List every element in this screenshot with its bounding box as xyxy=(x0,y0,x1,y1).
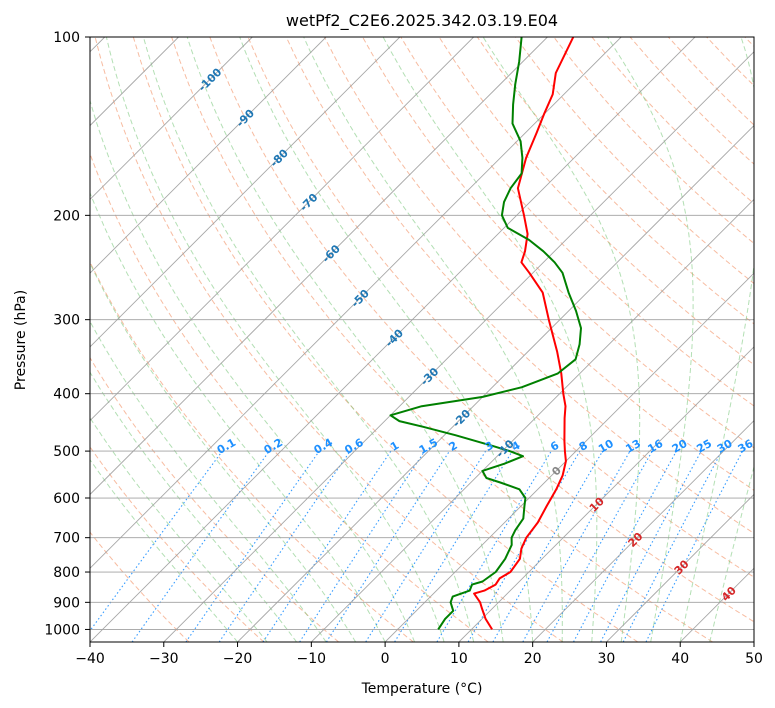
x-tick-label: −20 xyxy=(223,651,253,667)
moist-adiabat xyxy=(482,37,641,642)
isotherm xyxy=(90,37,253,200)
mixing-ratio-line xyxy=(436,450,552,642)
moist-adiabat xyxy=(105,37,445,642)
dry-adiabat xyxy=(94,37,564,642)
mixing-ratio-line xyxy=(600,450,702,642)
x-tick-label: 20 xyxy=(524,651,542,667)
y-tick-label: 200 xyxy=(53,208,80,224)
mixing-ratio-line xyxy=(262,450,392,642)
moist-adiabat xyxy=(239,37,534,642)
moist-adiabat xyxy=(90,320,327,642)
dry-adiabat xyxy=(362,37,754,449)
isotherm xyxy=(384,272,754,642)
mixing-ratio-line xyxy=(546,450,653,642)
isotherm xyxy=(606,493,754,642)
isotherm xyxy=(90,37,548,496)
moist-adiabat xyxy=(90,458,238,642)
mixing-ratio-line xyxy=(492,450,604,642)
chart-title: wetPf2_C2E6.2025.342.03.19.E04 xyxy=(286,11,558,31)
mixing-ratio-line xyxy=(185,450,320,642)
moist-adiabat xyxy=(142,37,475,642)
isotherm xyxy=(90,37,622,569)
y-tick-label: 1000 xyxy=(44,622,80,638)
x-tick-label: 40 xyxy=(671,651,689,667)
x-tick-label: −40 xyxy=(75,651,105,667)
mixing-ratio-line xyxy=(90,450,223,632)
mixing-ratio-line xyxy=(645,450,743,642)
moist-adiabat xyxy=(709,465,754,642)
x-tick-label: 30 xyxy=(598,651,616,667)
moist-adiabat xyxy=(186,37,504,642)
isotherm xyxy=(90,37,696,642)
isotherm xyxy=(237,124,754,642)
y-axis-label: Pressure (hPa) xyxy=(13,290,29,390)
x-axis-label: Temperature (°C) xyxy=(361,681,483,697)
y-axis-ticks: 100 200 300 400 500 600 700 800 900 1000 xyxy=(44,30,90,638)
y-tick-label: 800 xyxy=(53,565,80,581)
y-tick-label: 700 xyxy=(53,531,80,547)
moist-adiabat xyxy=(382,37,598,642)
isotherm xyxy=(90,37,474,422)
isotherm xyxy=(90,37,401,348)
moist-adiabat xyxy=(607,37,694,642)
mixing-ratio-line xyxy=(131,450,270,642)
isotherm xyxy=(90,37,327,274)
moist-adiabat xyxy=(303,37,563,642)
x-tick-label: −30 xyxy=(149,651,179,667)
temperature-profile xyxy=(473,37,575,630)
y-tick-label: 600 xyxy=(53,491,80,507)
plot-area: -100-90-80-70-60-50-40-30-20-10010203040… xyxy=(90,37,756,642)
isotherm xyxy=(458,346,754,642)
dry-adiabat xyxy=(515,37,754,285)
isotherm xyxy=(532,420,754,642)
dry-adiabat xyxy=(171,37,713,642)
y-tick-label: 900 xyxy=(53,595,80,611)
moist-adiabat xyxy=(90,191,386,642)
isobars xyxy=(90,37,754,630)
x-tick-label: 50 xyxy=(745,651,763,667)
x-tick-label: 10 xyxy=(450,651,468,667)
dry-adiabat xyxy=(438,37,754,366)
y-tick-label: 100 xyxy=(53,30,80,46)
dry-adiabat xyxy=(209,37,754,623)
mixing-ratio-line xyxy=(325,450,450,642)
dry-adiabat xyxy=(90,446,265,642)
dry-adiabat xyxy=(323,37,754,491)
isotherm xyxy=(311,198,754,642)
plot-frame xyxy=(89,36,755,643)
y-tick-label: 300 xyxy=(53,313,80,329)
mixing-ratio-line xyxy=(573,450,677,642)
isotherm xyxy=(163,51,754,642)
moist-adiabat xyxy=(679,37,754,642)
y-tick-label: 500 xyxy=(53,444,80,460)
dry-adiabat xyxy=(90,531,190,642)
moist-adiabat xyxy=(90,262,357,642)
moist-adiabats xyxy=(90,37,754,642)
dewpoint-profile xyxy=(389,37,582,630)
mixing-ratio-line xyxy=(299,450,426,642)
mixing-ratio-label: 36 xyxy=(736,437,756,456)
y-tick-label: 400 xyxy=(53,387,80,403)
dry-adiabat xyxy=(90,152,489,642)
dry-adiabat xyxy=(132,37,639,642)
x-tick-label: −10 xyxy=(297,651,327,667)
moist-adiabat xyxy=(90,416,268,642)
x-tick-label: 0 xyxy=(381,651,390,667)
x-axis-ticks: −40 −30 −20 −10 0 10 20 30 40 50 xyxy=(75,642,763,667)
dry-adiabat xyxy=(90,356,339,642)
mixing-ratio-line xyxy=(467,450,581,642)
sounding-series xyxy=(389,37,582,630)
isotherms xyxy=(90,37,754,642)
mixing-ratio-line xyxy=(218,450,351,642)
